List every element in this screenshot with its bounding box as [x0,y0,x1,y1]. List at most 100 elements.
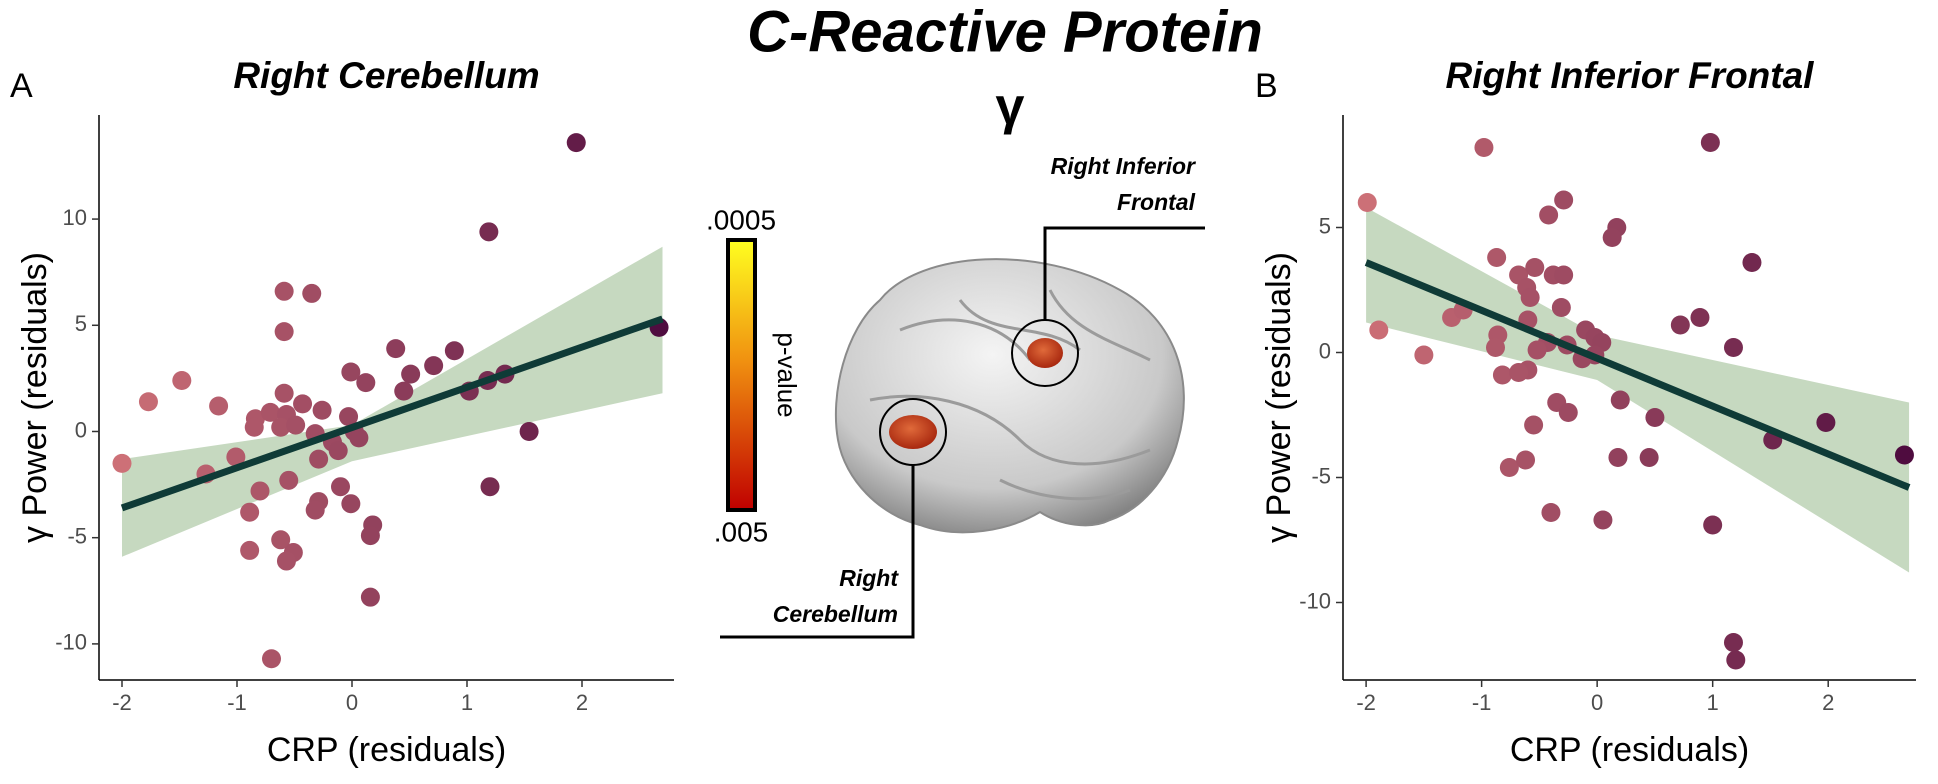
data-point [1816,413,1836,432]
data-point [112,453,132,473]
colorbar: .0005 .005 p-value [706,204,802,547]
data-point [1645,408,1665,427]
data-point [226,447,246,467]
x-tick-label: 0 [346,690,358,715]
y-axis-title: γ Power (residuals) [16,252,54,543]
y-axis-title: γ Power (residuals) [1260,252,1298,543]
data-point [356,373,376,393]
data-point [1726,650,1746,670]
y-tick-label: 5 [75,311,87,336]
data-point [1639,448,1659,467]
data-point [1474,138,1494,157]
data-point [240,540,260,560]
data-point [1525,258,1545,277]
data-point [1539,205,1559,225]
brain-label: Right Inferior [1051,153,1196,179]
panel-letter: A [10,67,33,105]
data-point [1554,190,1574,210]
x-tick-label: -2 [112,690,132,715]
data-point [1723,338,1743,357]
data-point [401,364,421,384]
data-point [1369,320,1389,340]
data-point [286,415,306,435]
data-point [331,477,350,497]
x-tick-label: 2 [576,690,588,715]
panel-title: Right Inferior Frontal [1446,55,1815,96]
data-point [360,587,380,607]
data-point [1742,253,1762,272]
x-axis-title: CRP (residuals) [1510,731,1749,769]
data-point [293,394,313,414]
data-point [274,322,294,342]
data-point [309,449,329,469]
data-point [138,392,158,412]
data-point [271,417,291,437]
confidence-band [1366,207,1910,573]
y-tick-label: -10 [55,630,87,655]
data-point [1593,510,1613,530]
y-tick-label: -5 [67,524,87,549]
data-point [1516,450,1536,470]
x-tick-label: -2 [1356,690,1376,715]
data-point [276,551,296,571]
frontal-leader [1043,226,1205,320]
data-point [262,649,281,669]
y-tick-label: 0 [75,417,87,442]
data-point [1414,345,1434,365]
data-point [360,526,380,546]
data-point [1487,248,1507,267]
data-point [566,133,586,153]
data-point [250,481,270,501]
data-point [394,381,414,401]
data-point [279,470,299,490]
data-point [1509,363,1529,382]
data-point [1703,515,1723,535]
data-point [1524,415,1544,435]
main-title: C-Reactive Protein [747,0,1263,64]
brain-label: Frontal [1117,189,1196,215]
x-tick-label: 2 [1822,690,1834,715]
data-point [480,477,500,497]
data-point [349,428,369,448]
data-point [244,417,264,437]
data-point [209,396,229,416]
data-point [1608,448,1628,467]
data-point [302,283,322,303]
data-point [312,400,332,420]
colorbar-min: .005 [714,516,769,547]
cerebellum-leader [720,465,915,639]
data-point [271,530,291,550]
data-point [341,494,361,514]
colorbar-label: p-value [772,332,802,417]
data-point [1602,228,1622,247]
data-point [240,502,260,522]
x-tick-label: 1 [1707,690,1719,715]
cerebellum-cluster [889,415,937,449]
data-point [1499,458,1519,477]
colorbar-ramp [726,238,757,512]
data-point [519,421,539,441]
x-tick-label: 0 [1591,690,1603,715]
y-tick-label: 0 [1319,338,1331,363]
y-tick-label: -10 [1299,588,1331,613]
x-tick-label: -1 [1472,690,1492,715]
data-point [1700,133,1720,152]
brain: Right Inferior Frontal Right Cerebellum [720,153,1205,639]
data-point [172,371,192,391]
brain-surface [834,258,1185,534]
x-axis-title: CRP (residuals) [267,731,506,769]
data-point [305,500,325,520]
data-point [341,362,361,382]
panel-letter: B [1255,67,1278,105]
y-tick-label: 10 [63,205,87,230]
panel-title: Right Cerebellum [233,55,539,96]
data-point [328,441,348,461]
data-point [260,402,280,422]
data-point [274,383,294,403]
band-label: γ [996,78,1025,136]
data-point [339,407,359,427]
data-point [1527,340,1547,360]
brain-sulci [869,289,1151,501]
data-point [386,339,406,359]
